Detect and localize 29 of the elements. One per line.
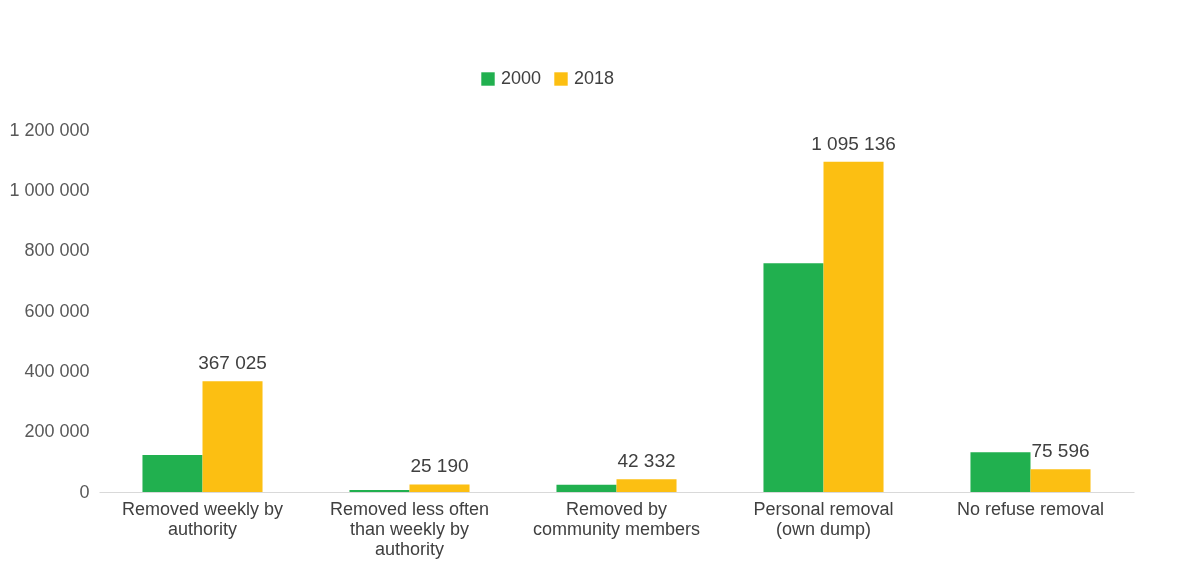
bar [616, 479, 677, 492]
data-label: 25 190 [410, 455, 469, 477]
y-tick-label: 800 000 [24, 240, 90, 261]
bar [1030, 469, 1091, 492]
x-tick-label: Removed less often than weekly by authority [329, 498, 490, 559]
data-label: 367 025 [198, 352, 267, 374]
bar [202, 381, 263, 492]
bar [556, 484, 617, 492]
y-tick-label: 400 000 [24, 360, 90, 381]
x-tick-label: Personal removal (own dump) [753, 498, 894, 539]
data-label: 42 332 [617, 450, 676, 472]
bar [409, 484, 470, 492]
bar [823, 161, 884, 492]
y-tick-label: 0 [79, 481, 90, 502]
legend-label: 2018 [574, 68, 615, 88]
x-tick-label: No refuse removal [956, 498, 1105, 519]
bar [970, 452, 1031, 492]
bar [763, 263, 824, 492]
y-tick-label: 200 000 [24, 421, 90, 442]
x-tick-label: Removed by community members [532, 498, 701, 539]
y-tick-label: 1 000 000 [9, 179, 90, 200]
x-tick-label: Removed weekly by authority [121, 498, 284, 539]
bar [349, 489, 410, 492]
bar [142, 454, 203, 492]
data-label: 75 596 [1031, 440, 1090, 462]
y-tick-label: 600 000 [24, 300, 90, 321]
legend-label: 2000 [501, 68, 542, 88]
y-tick-label: 1 200 000 [9, 119, 90, 140]
data-label: 1 095 136 [811, 132, 896, 154]
